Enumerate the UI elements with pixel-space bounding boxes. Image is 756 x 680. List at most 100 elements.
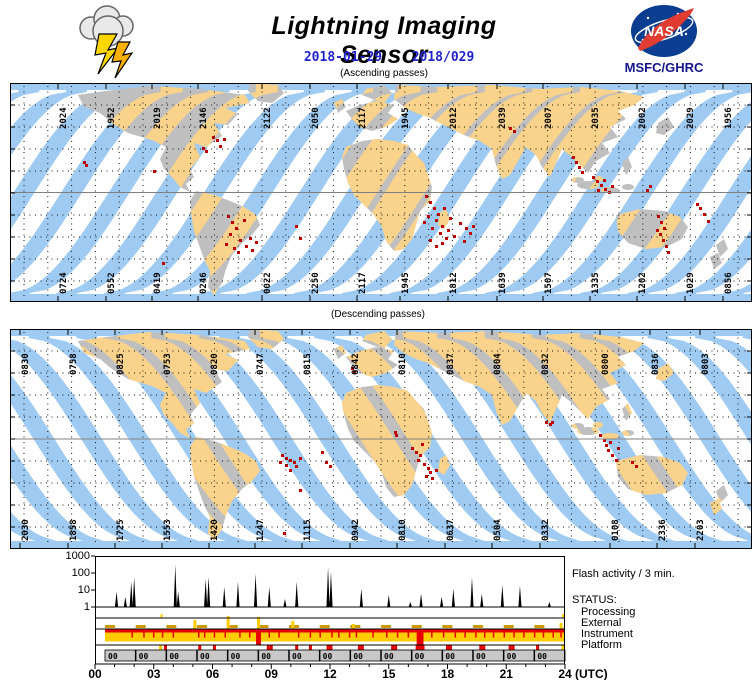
instrument-fault-tick — [331, 632, 333, 638]
flash-dot — [425, 195, 428, 198]
instrument-fault-tick — [172, 632, 175, 638]
flash-dot — [219, 145, 222, 148]
instrument-fault-tick — [431, 632, 433, 638]
page-title: Lightning Imaging Sensor — [271, 12, 497, 69]
flash-spike — [206, 576, 211, 607]
flash-dot — [707, 220, 710, 223]
external-orbit-dash — [227, 625, 238, 628]
y-tick-100: 100 — [71, 567, 90, 579]
flash-dot — [604, 188, 607, 191]
pass-time-label: 0836 — [651, 353, 661, 375]
flash-dot — [597, 189, 600, 192]
flash-spike — [222, 587, 226, 607]
flash-dot — [617, 447, 620, 450]
instrument-fault-tick — [278, 632, 280, 638]
instrument-fault-tick — [348, 632, 351, 638]
platform-mark — [446, 645, 449, 650]
instrument-fault-tick — [464, 632, 466, 638]
orbit-swath — [579, 101, 752, 302]
flash-dot — [395, 434, 398, 437]
platform-mark — [508, 645, 512, 650]
flash-dot — [603, 439, 606, 442]
polar-swath-band — [10, 541, 752, 549]
landmass — [716, 239, 728, 257]
ascending-passes-map: 2024 1952 2019 2146 2122 2050 2117 1945 2012 2039… — [10, 83, 752, 302]
instrument-fault-tick — [309, 632, 312, 638]
platform-mark — [326, 645, 330, 650]
flash-dot — [605, 444, 608, 447]
instrument-fault-tick — [143, 632, 145, 638]
flash-dot — [216, 139, 219, 142]
flash-spike — [440, 596, 444, 607]
pass-time-label: 0332 — [541, 519, 551, 541]
pass-time-label: 0419 — [153, 272, 163, 294]
flash-dot — [657, 215, 660, 218]
pass-time-label: 1945 — [401, 272, 411, 294]
flash-activity-label: Flash activity / 3 min. — [572, 568, 675, 580]
flash-dot — [696, 203, 699, 206]
flash-dot — [703, 213, 706, 216]
polar-swath-band — [10, 294, 752, 302]
edge-ticks — [10, 83, 752, 302]
platform-mark — [198, 645, 202, 650]
instrument-fault-tick — [239, 632, 241, 638]
flash-dot — [289, 469, 292, 472]
orbit-segment-label: 00 — [139, 652, 149, 661]
flash-spike — [123, 596, 127, 607]
landmass — [710, 253, 722, 269]
flash-dot — [609, 441, 612, 444]
instrument-fault-tick — [297, 632, 300, 638]
descending-passes-caption: (Descending passes) — [331, 309, 425, 320]
flash-dot — [227, 215, 230, 218]
flash-activity-status-panel: 00 00 00 00 00 00 00 00 00 00 00 00 00 00 00 00 03 06 09 12… — [88, 555, 608, 680]
instrument-fault-tick — [161, 632, 164, 638]
platform-mark — [212, 645, 216, 650]
pass-time-label: 1507 — [544, 272, 554, 294]
instrument-fault-tick — [131, 632, 133, 638]
instrument-fault-tick — [319, 632, 321, 638]
instrument-fault-tick — [552, 632, 554, 638]
flash-dot — [660, 221, 663, 224]
flash-dot — [435, 469, 438, 472]
platform-mark — [479, 645, 483, 650]
island — [622, 184, 634, 190]
flash-dot — [429, 471, 432, 474]
pass-time-label: 2024 — [59, 107, 69, 129]
instrument-fault-tick — [213, 632, 216, 638]
instrument-fault-tick — [268, 632, 271, 638]
flash-spike — [326, 567, 330, 607]
instrument-fault-tick — [372, 632, 374, 638]
pass-time-label: 0803 — [701, 353, 711, 375]
instrument-fault-tick — [224, 632, 226, 638]
external-orbit-dash — [166, 625, 177, 628]
date-day-of-year: 2018/029 — [411, 50, 475, 65]
instrument-red-line — [105, 629, 565, 633]
flash-dot — [153, 170, 156, 173]
flash-dot — [447, 229, 450, 232]
flash-dot — [663, 227, 666, 230]
orbit-segment-label: 00 — [476, 652, 486, 661]
pass-time-label: 2250 — [311, 272, 321, 294]
orbit-swath — [10, 339, 203, 548]
flash-dot — [572, 156, 575, 159]
pass-time-label: 0832 — [541, 353, 551, 375]
pass-time-label: 0842 — [351, 353, 361, 375]
pass-time-labels: 0830 0758 0825 0753 0820 0747 0815 0842 0810 0837… — [21, 353, 711, 541]
external-orbit-dash — [473, 625, 484, 628]
flash-dot — [437, 213, 440, 216]
flash-dot — [299, 237, 302, 240]
instrument-fault-tick — [407, 632, 410, 638]
external-spike — [559, 623, 563, 629]
processing-mark — [160, 614, 163, 618]
flash-dot — [453, 235, 456, 238]
orbit-swath — [10, 83, 87, 157]
flash-dot — [243, 219, 246, 222]
platform-mark — [511, 645, 515, 650]
flash-spike — [204, 578, 208, 607]
pass-time-label: 2336 — [658, 519, 668, 541]
flash-dot — [469, 232, 472, 235]
flash-dot — [631, 461, 634, 464]
pass-time-label: 2039 — [498, 107, 508, 129]
flash-dot — [699, 207, 702, 210]
pass-time-label: 1956 — [724, 107, 734, 129]
